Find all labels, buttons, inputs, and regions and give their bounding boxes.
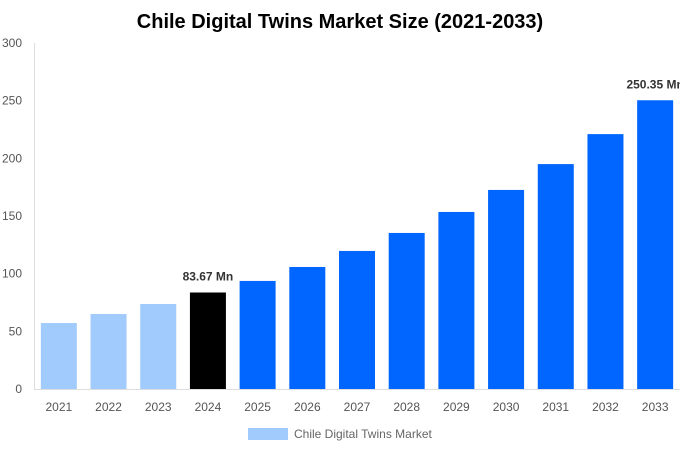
x-tick-label: 2022: [95, 400, 122, 414]
x-tick-label: 2033: [642, 400, 669, 414]
x-tick-label: 2031: [542, 400, 569, 414]
x-tick-label: 2023: [145, 400, 172, 414]
y-tick-label: 250: [2, 94, 22, 108]
bar-2030[interactable]: [488, 189, 525, 389]
x-tick-label: 2021: [45, 400, 72, 414]
legend-label: Chile Digital Twins Market: [294, 427, 432, 441]
bar-2023[interactable]: [140, 303, 177, 389]
x-tick-label: 2030: [493, 400, 520, 414]
x-tick-label: 2027: [344, 400, 371, 414]
bar-2033[interactable]: [637, 100, 674, 389]
y-tick-label: 50: [9, 324, 23, 338]
legend[interactable]: Chile Digital Twins Market: [248, 427, 432, 441]
x-tick-label: 2029: [443, 400, 470, 414]
bar-2026[interactable]: [289, 266, 326, 389]
bar-2032[interactable]: [587, 134, 624, 389]
x-tick-label: 2026: [294, 400, 321, 414]
x-tick-label: 2025: [244, 400, 271, 414]
x-tick-label: 2028: [393, 400, 420, 414]
legend-swatch: [248, 428, 288, 440]
y-tick-label: 150: [2, 209, 22, 223]
bar-2031[interactable]: [537, 164, 574, 389]
bar-2025[interactable]: [239, 280, 276, 389]
chart-title: Chile Digital Twins Market Size (2021-20…: [137, 11, 543, 33]
bar-2028[interactable]: [388, 232, 425, 389]
y-tick-label: 300: [2, 36, 22, 50]
data-label-2033: 250.35 Mn: [626, 77, 680, 91]
bar-2024[interactable]: [189, 292, 226, 389]
y-tick-label: 0: [15, 382, 22, 396]
bar-2027[interactable]: [339, 250, 375, 389]
y-tick-label: 100: [2, 267, 22, 281]
x-tick-label: 2032: [592, 400, 619, 414]
bar-2021[interactable]: [40, 323, 77, 389]
x-tick-label: 2024: [195, 400, 222, 414]
y-tick-label: 200: [2, 151, 22, 165]
bar-2029[interactable]: [438, 211, 475, 389]
data-label-2024: 83.67 Mn: [183, 270, 234, 284]
bar-2022[interactable]: [90, 314, 127, 389]
